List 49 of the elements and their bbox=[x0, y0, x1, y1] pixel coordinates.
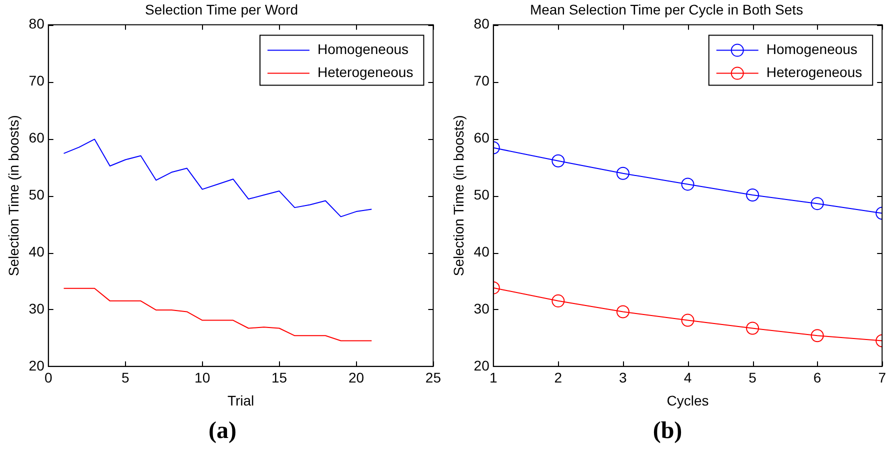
y-tick-label: 40 bbox=[474, 243, 490, 260]
y-tick-label: 20 bbox=[28, 357, 45, 374]
point bbox=[746, 188, 760, 202]
y-tick-label: 80 bbox=[474, 16, 490, 32]
text: (b) bbox=[652, 418, 684, 445]
x-tick-label: 25 bbox=[425, 370, 442, 386]
y-axis-title: Selection Time (in boosts) bbox=[450, 115, 466, 276]
legend-label: Homogeneous bbox=[317, 41, 409, 58]
x-tick-label: 1 bbox=[489, 370, 498, 386]
y-tick-label: 60 bbox=[474, 130, 490, 146]
y-tick-label: 60 bbox=[28, 130, 45, 146]
x-tick-label: 5 bbox=[748, 370, 757, 386]
y-axis-title: Selection Time (in boosts) bbox=[5, 115, 22, 276]
y-tick-label: 50 bbox=[28, 186, 45, 202]
text: (a) bbox=[208, 418, 238, 445]
point bbox=[746, 322, 760, 335]
y-tick-label: 30 bbox=[28, 300, 45, 316]
y-tick-label: 70 bbox=[474, 72, 490, 89]
x-tick-label: 2 bbox=[554, 370, 562, 386]
x-tick-label: 15 bbox=[271, 370, 288, 386]
x-tick-label: 4 bbox=[684, 370, 692, 386]
point bbox=[810, 329, 824, 342]
x-tick-label: 20 bbox=[348, 370, 364, 386]
x-axis-title: Cycles bbox=[666, 392, 709, 408]
x-tick-label: 0 bbox=[44, 370, 52, 386]
y-tick-label: 20 bbox=[474, 357, 490, 374]
point bbox=[616, 305, 630, 318]
chart-title: Selection Time per Word bbox=[144, 1, 298, 18]
chart-title: Mean Selection Time per Cycle in Both Sets bbox=[530, 1, 804, 18]
y-tick-label: 80 bbox=[28, 16, 45, 32]
y-tick-label: 70 bbox=[28, 72, 45, 89]
point bbox=[616, 166, 630, 180]
point bbox=[810, 197, 824, 210]
x-tick-label: 6 bbox=[813, 370, 822, 386]
point bbox=[552, 294, 565, 308]
y-tick-label: 40 bbox=[28, 243, 45, 260]
point bbox=[681, 314, 694, 327]
legend-label: Heterogeneous bbox=[317, 64, 414, 80]
y-tick-label: 30 bbox=[474, 300, 490, 316]
point bbox=[552, 154, 565, 168]
x-tick-label: 3 bbox=[619, 370, 628, 386]
legend-label: Heterogeneous bbox=[766, 64, 862, 80]
x-tick-label: 7 bbox=[878, 370, 886, 386]
x-axis-title: Trial bbox=[227, 392, 254, 408]
y-tick-label: 50 bbox=[474, 186, 490, 202]
x-tick-label: 10 bbox=[194, 370, 210, 386]
legend-label: Homogeneous bbox=[766, 41, 858, 58]
point bbox=[681, 178, 694, 191]
x-tick-label: 5 bbox=[121, 370, 130, 386]
